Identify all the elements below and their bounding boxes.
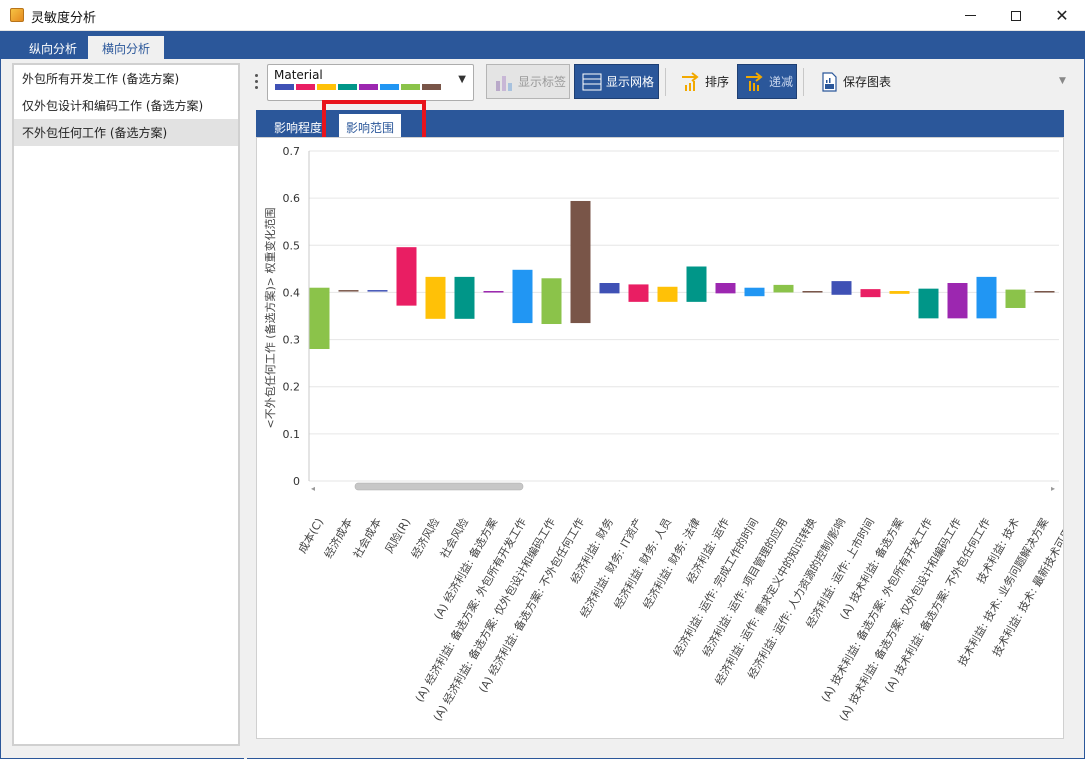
range-bar: [715, 283, 736, 294]
range-bar: [918, 288, 939, 319]
window-title: 灵敏度分析: [31, 11, 97, 26]
scroll-right-icon: ▸: [1051, 484, 1055, 493]
save-chart-icon: [822, 71, 837, 92]
range-bar: [1034, 291, 1055, 293]
range-bar: [860, 289, 881, 298]
range-bar: [889, 291, 910, 294]
palette-swatch: [401, 84, 420, 90]
range-bar: [628, 284, 649, 302]
range-bar: [425, 276, 446, 319]
descending-label: 递减: [769, 75, 794, 89]
chart-bars: [309, 200, 1084, 349]
grid-icon: [582, 73, 602, 90]
palette-swatch: [296, 84, 315, 90]
chart-panel: 0.7 0.6 0.5 0.4 0.3 0.2 0.1 0 ◂ ▸ 成本(C) 经济成本 社会成本风…: [256, 137, 1084, 739]
range-bar: [338, 290, 359, 292]
palette-select[interactable]: Material ▼: [267, 64, 474, 101]
x-tick-label: 社会成本: [350, 516, 384, 561]
scroll-left-icon: ◂: [311, 484, 315, 493]
title-bar: 灵敏度分析 ✕: [0, 0, 1085, 31]
y-axis-ticks: 0.7 0.6 0.5 0.4 0.3 0.2 0.1 0: [283, 145, 301, 488]
y-tick-label: 0.5: [283, 239, 301, 252]
alternative-list: 外包所有开发工作 (备选方案) 仅外包设计和编码工作 (备选方案) 不外包任何工…: [12, 63, 240, 746]
range-bar: [309, 287, 330, 349]
splitter[interactable]: [244, 59, 247, 759]
save-chart-button[interactable]: 保存图表: [811, 64, 897, 99]
analysis-tab-strip: 纵向分析 横向分析: [0, 31, 1085, 59]
x-tick-label: 成本(C): [295, 516, 326, 556]
tab-impact-degree[interactable]: 影响程度: [274, 121, 323, 135]
show-labels-label: 显示标签: [518, 75, 567, 89]
sort-button[interactable]: 排序: [673, 64, 733, 99]
show-grid-button[interactable]: 显示网格: [574, 64, 659, 99]
maximize-button[interactable]: [993, 0, 1039, 31]
tab-impact-range[interactable]: 影响范围: [338, 114, 403, 138]
list-item-selected[interactable]: 不外包任何工作 (备选方案): [14, 119, 238, 146]
range-bar: [367, 290, 388, 292]
range-bar: [512, 269, 533, 324]
range-bar: [773, 284, 794, 293]
range-bar: [802, 291, 823, 293]
range-bar: [396, 247, 417, 306]
scroll-thumb: [354, 482, 524, 491]
minimize-button[interactable]: [947, 0, 993, 31]
toolbar-divider: [803, 68, 804, 96]
range-bar: [686, 266, 707, 302]
chevron-down-icon: ▼: [458, 74, 466, 85]
range-bar: [657, 286, 678, 302]
range-bar-chart: 0.70.60.50.40.30.20.10 ◂ ▸ 成本(C)经济成本社会成本风…: [263, 145, 1084, 724]
x-scrollbar: ◂ ▸: [311, 482, 1055, 493]
palette-swatches: [275, 84, 441, 90]
list-item[interactable]: 外包所有开发工作 (备选方案): [22, 72, 180, 86]
tab-horizontal-analysis[interactable]: 横向分析: [88, 36, 165, 59]
tab-vertical-analysis[interactable]: 纵向分析: [29, 42, 78, 56]
y-axis-label: <不外包任何工作 (备选方案)> 权重变化范围: [263, 207, 277, 428]
toolbar-grip-icon[interactable]: [255, 74, 259, 90]
chart-grid: [308, 150, 1059, 482]
y-tick-label: 0.2: [283, 381, 301, 394]
range-bar: [599, 283, 620, 294]
palette-swatch: [380, 84, 399, 90]
close-button[interactable]: ✕: [1039, 0, 1085, 31]
palette-swatch: [275, 84, 294, 90]
range-bar: [483, 291, 504, 293]
range-bar: [947, 283, 968, 319]
palette-name: Material: [274, 68, 323, 82]
show-labels-button[interactable]: 显示标签: [486, 64, 570, 99]
palette-swatch: [422, 84, 441, 90]
app-icon: [10, 8, 24, 22]
palette-swatch: [338, 84, 357, 90]
maximize-icon: [1011, 10, 1021, 21]
show-grid-label: 显示网格: [606, 75, 655, 89]
sort-icon: [682, 71, 699, 91]
y-tick-label: 0.3: [283, 334, 301, 347]
y-tick-label: 0.6: [283, 192, 301, 205]
list-item[interactable]: 仅外包设计和编码工作 (备选方案): [22, 99, 204, 113]
chart-tab-strip: 影响程度 影响范围: [256, 110, 1064, 138]
sort-label: 排序: [705, 75, 730, 89]
bar-chart-icon: [496, 75, 512, 91]
range-bar: [744, 287, 765, 297]
range-bar: [570, 200, 591, 324]
range-bar: [976, 276, 997, 319]
minimize-icon: [964, 15, 976, 16]
descending-icon: [746, 71, 763, 91]
toolbar-overflow-icon[interactable]: ▼: [1059, 76, 1066, 86]
toolbar-divider: [665, 68, 666, 96]
close-icon: ✕: [1055, 5, 1069, 25]
save-chart-label: 保存图表: [843, 75, 892, 89]
y-tick-label: 0.1: [283, 428, 301, 441]
y-tick-label: 0: [293, 475, 300, 488]
range-bar: [454, 276, 475, 319]
descending-button[interactable]: 递减: [737, 64, 797, 99]
x-tick-label: 风险(R): [382, 516, 413, 556]
y-tick-label: 0.4: [283, 286, 301, 299]
range-bar: [831, 281, 852, 295]
range-bar: [1005, 289, 1026, 308]
range-bar: [541, 278, 562, 325]
palette-swatch: [359, 84, 378, 90]
y-tick-label: 0.7: [283, 145, 301, 158]
palette-swatch: [317, 84, 336, 90]
